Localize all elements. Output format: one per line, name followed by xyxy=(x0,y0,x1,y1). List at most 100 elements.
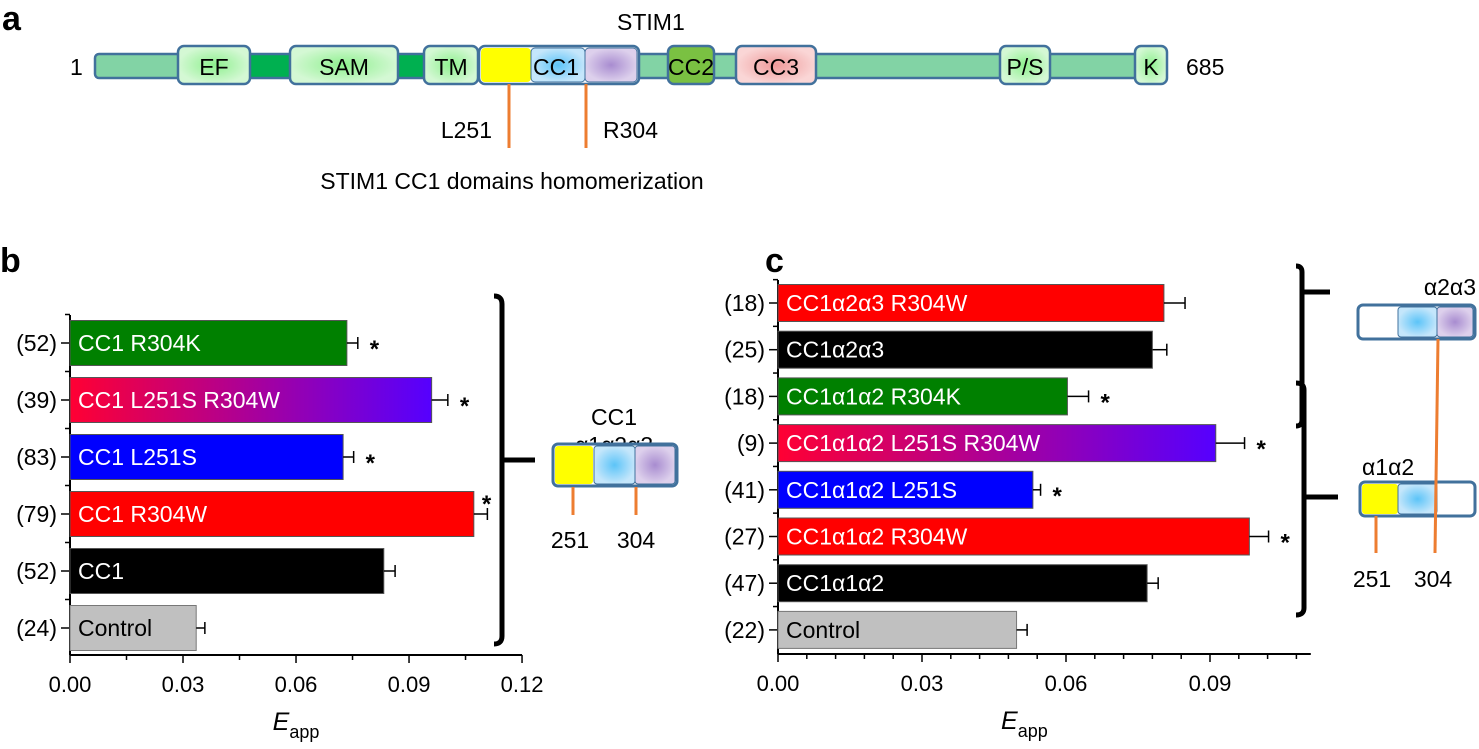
domain-cc2 xyxy=(666,44,716,86)
n-label: (39) xyxy=(16,387,57,413)
domain-label: P/S xyxy=(1006,54,1043,80)
cc1-alpha3 xyxy=(584,47,638,83)
significance-mark: * xyxy=(482,491,492,518)
domain-map xyxy=(93,44,1169,86)
domain-k xyxy=(1133,44,1169,86)
n-label: (22) xyxy=(724,617,765,643)
panel-a: a STIM1 1 685 EF SAM TM xyxy=(2,0,1224,194)
significance-mark: * xyxy=(1281,530,1291,557)
x-tick-label: 0.03 xyxy=(901,671,944,696)
x-tick-label: 0.09 xyxy=(1189,671,1232,696)
linker-segment xyxy=(812,52,1004,80)
bar xyxy=(777,470,1034,509)
chart-b: 0.00 0.03 0.06 0.09 0.12 Eapp CC1 R304K (52) * CC… xyxy=(16,313,544,742)
x-axis-label-sub: app xyxy=(289,722,319,742)
x-axis-label-main: E xyxy=(1001,707,1018,735)
x-axis-label: Eapp xyxy=(1001,707,1048,741)
n-label: (41) xyxy=(724,477,765,503)
linker-segment xyxy=(246,52,296,80)
residue-label: 251 xyxy=(551,527,589,553)
bar xyxy=(777,564,1148,603)
residue-label: R304 xyxy=(603,117,658,143)
residue-label: L251 xyxy=(441,117,492,143)
domain-label: TM xyxy=(434,54,467,80)
bar-label: CC1α1α2 xyxy=(786,570,884,596)
domain-label: EF xyxy=(199,54,228,80)
domain-label: SAM xyxy=(319,54,369,80)
panel-letter-c: c xyxy=(765,242,784,280)
alpha1-segment xyxy=(555,446,593,484)
x-tick-label: 0.06 xyxy=(275,672,318,697)
bar-label: CC1 L251S xyxy=(78,444,197,470)
bar-label: CC1α1α2 R304K xyxy=(786,383,962,409)
diagram-bottom-label: α1α2 xyxy=(1362,454,1414,480)
alpha2-segment xyxy=(1397,306,1438,338)
n-label: (18) xyxy=(724,290,765,316)
alpha2-segment xyxy=(1397,483,1438,515)
x-tick-label: 0.12 xyxy=(501,672,544,697)
bar xyxy=(69,548,385,594)
bar-label: CC1 L251S R304W xyxy=(78,387,280,413)
n-label: (24) xyxy=(16,615,57,641)
domain-label: CC2 xyxy=(668,54,714,80)
protein-name: STIM1 xyxy=(617,9,685,35)
domain-cc3 xyxy=(734,44,818,86)
diagram-top-label: α2α3 xyxy=(1424,274,1476,300)
domain-label: CC3 xyxy=(753,54,799,80)
diagram-c: α2α3 α1α2 251 304 xyxy=(1353,274,1477,592)
bar xyxy=(777,284,1165,322)
bracket-c-top xyxy=(1295,263,1330,429)
residue-label: 304 xyxy=(617,527,656,553)
bar xyxy=(777,424,1217,463)
x-tick-label: 0.09 xyxy=(388,672,431,697)
x-axis-label: Eapp xyxy=(273,708,320,742)
bar-label: CC1α1α2 L251S xyxy=(786,477,957,503)
x-axis-label-main: E xyxy=(273,708,290,736)
panel-letter-a: a xyxy=(2,0,22,38)
x-tick-label: 0.06 xyxy=(1045,671,1088,696)
bar-label: CC1α2α3 xyxy=(786,337,884,363)
panel-letter-b: b xyxy=(0,242,21,280)
bar-label: CC1α2α3 R304W xyxy=(786,290,968,316)
domain-ef xyxy=(176,44,252,86)
bar xyxy=(69,320,348,366)
cc1-alpha1 xyxy=(481,48,531,82)
start-residue: 1 xyxy=(70,54,83,80)
bar xyxy=(777,610,1018,649)
significance-mark: * xyxy=(370,336,380,363)
alpha1-segment xyxy=(1362,484,1398,514)
x-axis-label-sub: app xyxy=(1018,721,1048,741)
bar xyxy=(777,377,1068,416)
domain-ps xyxy=(998,44,1052,86)
x-tick-label: 0.00 xyxy=(757,671,800,696)
x-tick-label: 0.03 xyxy=(162,672,205,697)
n-label: (52) xyxy=(16,558,57,584)
residue-label: 304 xyxy=(1414,566,1453,592)
bracket-b xyxy=(493,293,535,647)
chart-c: 0.00 0.03 0.06 0.09 Eapp CC1α2α3 R304W (18) CC1… xyxy=(724,278,1311,741)
domain-label: CC1 xyxy=(533,54,579,80)
linker-segment xyxy=(1046,52,1140,80)
significance-mark: * xyxy=(1101,389,1111,416)
alpha3-segment xyxy=(634,445,676,485)
n-label: (83) xyxy=(16,444,57,470)
n-label: (47) xyxy=(724,570,765,596)
bar-label: CC1α1α2 L251S R304W xyxy=(786,430,1040,456)
residue-marker xyxy=(1433,338,1440,554)
n-label: (52) xyxy=(16,330,57,356)
alpha3-segment xyxy=(1436,306,1474,338)
bar-label: CC1 R304W xyxy=(78,501,207,527)
linker-segment xyxy=(634,52,674,80)
caption: STIM1 CC1 domains homomerization xyxy=(320,168,703,194)
significance-mark: * xyxy=(366,450,376,477)
bar-label: Control xyxy=(786,617,860,643)
n-label: (18) xyxy=(724,383,765,409)
alpha2-segment xyxy=(593,445,636,485)
significance-mark: * xyxy=(1053,483,1063,510)
bar-label: CC1 R304K xyxy=(78,330,201,356)
linker-segment xyxy=(93,52,187,80)
diagram-title: CC1 xyxy=(591,404,637,430)
significance-mark: * xyxy=(1257,436,1267,463)
n-label: (25) xyxy=(724,337,765,363)
